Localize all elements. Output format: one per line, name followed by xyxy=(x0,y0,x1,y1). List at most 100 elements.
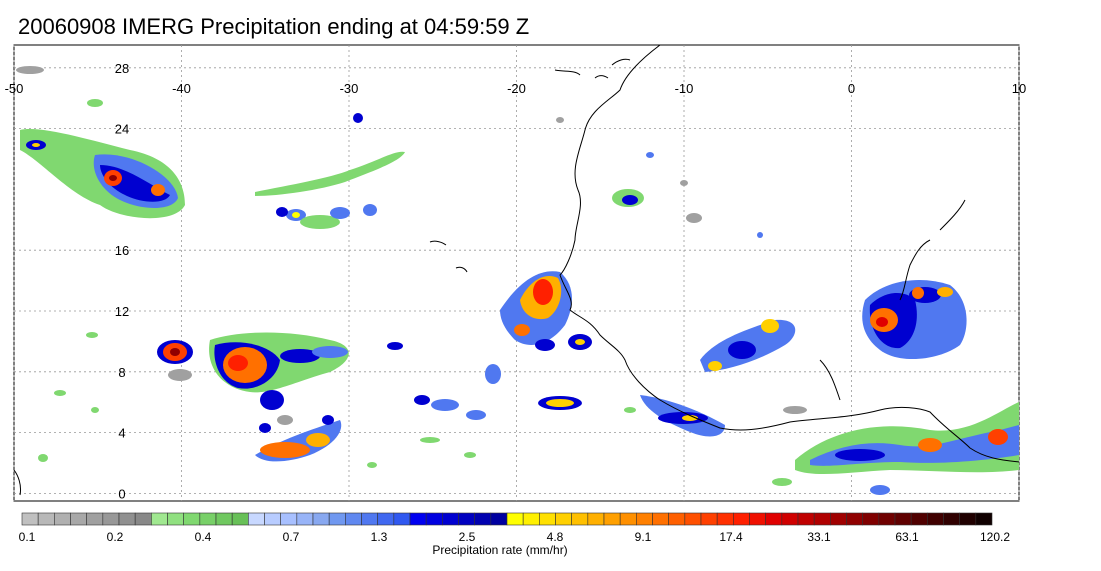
colorbar-swatch xyxy=(490,512,508,526)
map-title: 20060908 IMERG Precipitation ending at 0… xyxy=(18,14,530,39)
colorbar-swatch xyxy=(393,512,411,526)
colorbar-swatch xyxy=(442,512,459,526)
colorbar-tick-labels: 0.1 0.2 0.4 0.7 1.3 2.5 4.8 9.1 17.4 33.1 63.1 120.… xyxy=(19,530,1011,544)
colorbar-tick-label: 9.1 xyxy=(635,530,652,544)
longitude-label: -30 xyxy=(340,81,359,96)
latitude-label: 4 xyxy=(118,426,125,441)
colorbar-swatch xyxy=(118,512,136,526)
colorbar-tick-label: 0.1 xyxy=(19,530,36,544)
colorbar-tick-label: 1.3 xyxy=(371,530,388,544)
colorbar-swatch xyxy=(765,512,783,526)
colorbar-swatch xyxy=(377,512,395,526)
latitude-label: 16 xyxy=(115,243,129,258)
colorbar-tick-label: 0.2 xyxy=(107,530,124,544)
longitude-label: -50 xyxy=(5,81,24,96)
colorbar-swatch xyxy=(102,512,120,526)
colorbar-swatch xyxy=(910,512,928,526)
colorbar-swatch xyxy=(571,512,589,526)
colorbar-swatch xyxy=(781,512,799,526)
rain-cell-west-10n xyxy=(157,340,193,381)
latitude-label: 0 xyxy=(118,486,125,501)
colorbar-swatch xyxy=(797,512,815,526)
colorbar-swatch xyxy=(636,512,653,526)
latitude-label: 8 xyxy=(118,365,125,380)
colorbar-swatch xyxy=(328,512,346,526)
colorbar-swatch xyxy=(943,512,960,526)
colorbar-swatch xyxy=(134,512,152,526)
colorbar-swatch xyxy=(151,512,168,526)
colorbar-swatch xyxy=(167,512,184,526)
colorbar-swatch xyxy=(86,512,104,526)
rain-band-south xyxy=(255,342,403,462)
colorbar-swatch xyxy=(716,512,734,526)
colorbar-swatch xyxy=(37,512,55,526)
colorbar-swatch xyxy=(652,512,669,526)
colorbar-swatch xyxy=(539,512,556,526)
colorbar-swatch xyxy=(21,512,39,526)
colorbar-swatch xyxy=(458,512,475,526)
colorbar-swatch xyxy=(975,512,993,526)
colorbar-swatch xyxy=(700,512,718,526)
rain-cell-central-8n xyxy=(209,332,349,425)
colorbar-tick-label: 120.2 xyxy=(980,530,1010,544)
colorbar-swatch xyxy=(248,512,265,526)
colorbar-swatch xyxy=(749,512,766,526)
colorbar-swatch xyxy=(215,512,233,526)
precipitation-field xyxy=(16,66,1019,495)
colorbar-tick-label: 0.7 xyxy=(283,530,300,544)
colorbar-swatch xyxy=(199,512,217,526)
rain-cells-sahel xyxy=(700,319,796,372)
rain-band-gulf-of-guinea xyxy=(772,402,1019,495)
colorbar-swatch xyxy=(280,512,298,526)
colorbar-swatch xyxy=(830,512,847,526)
rain-band-guinea-coast xyxy=(640,395,725,437)
colorbar-swatch xyxy=(425,512,443,526)
colorbar-tick-label: 0.4 xyxy=(195,530,212,544)
colorbar-swatch xyxy=(312,512,330,526)
colorbar-swatch xyxy=(733,512,750,526)
longitude-label: 0 xyxy=(848,81,855,96)
longitude-label: 10 xyxy=(1012,81,1026,96)
colorbar-swatch xyxy=(684,512,702,526)
longitude-label: -40 xyxy=(172,81,191,96)
colorbar-swatch xyxy=(54,512,71,526)
rain-cell-nigeria xyxy=(862,280,967,360)
longitude-tick-labels: -50 -40 -30 -20 -10 0 10 xyxy=(5,81,1027,96)
latitude-label: 28 xyxy=(115,61,129,76)
latitude-tick-labels: 28 24 16 12 8 4 0 xyxy=(115,61,129,502)
colorbar-swatch xyxy=(813,512,831,526)
colorbar-tick-label: 33.1 xyxy=(807,530,831,544)
colorbar-tick-label: 4.8 xyxy=(547,530,564,544)
scattered-light-rain xyxy=(38,117,807,468)
rain-cells-east-atlantic xyxy=(414,189,644,420)
colorbar-swatch xyxy=(555,512,572,526)
colorbar-swatch xyxy=(296,512,314,526)
rain-band-central-north xyxy=(255,113,405,229)
colorbar-swatch xyxy=(959,512,977,526)
longitude-label: -20 xyxy=(507,81,526,96)
colorbar-swatch xyxy=(894,512,912,526)
colorbar-swatch xyxy=(522,512,540,526)
rain-cell-northwest xyxy=(16,66,185,219)
colorbar-swatch xyxy=(619,512,637,526)
colorbar-swatch xyxy=(668,512,686,526)
longitude-label: -10 xyxy=(675,81,694,96)
latitude-label: 12 xyxy=(115,304,129,319)
latitude-label: 24 xyxy=(115,122,129,137)
colorbar-tick-label: 17.4 xyxy=(719,530,743,544)
colorbar-swatch xyxy=(345,512,362,526)
colorbar-tick-label: 2.5 xyxy=(459,530,476,544)
colorbar-swatch xyxy=(70,512,87,526)
colorbar-swatch xyxy=(474,512,492,526)
colorbar-swatch xyxy=(231,512,249,526)
colorbar-swatch xyxy=(846,512,863,526)
colorbar-swatch xyxy=(862,512,880,526)
colorbar-swatch xyxy=(603,512,621,526)
colorbar xyxy=(21,512,993,526)
colorbar-swatch xyxy=(878,512,896,526)
colorbar-swatch xyxy=(409,512,427,526)
colorbar-label: Precipitation rate (mm/hr) xyxy=(432,543,567,557)
colorbar-swatch xyxy=(587,512,605,526)
rain-cell-senegal xyxy=(500,271,592,351)
